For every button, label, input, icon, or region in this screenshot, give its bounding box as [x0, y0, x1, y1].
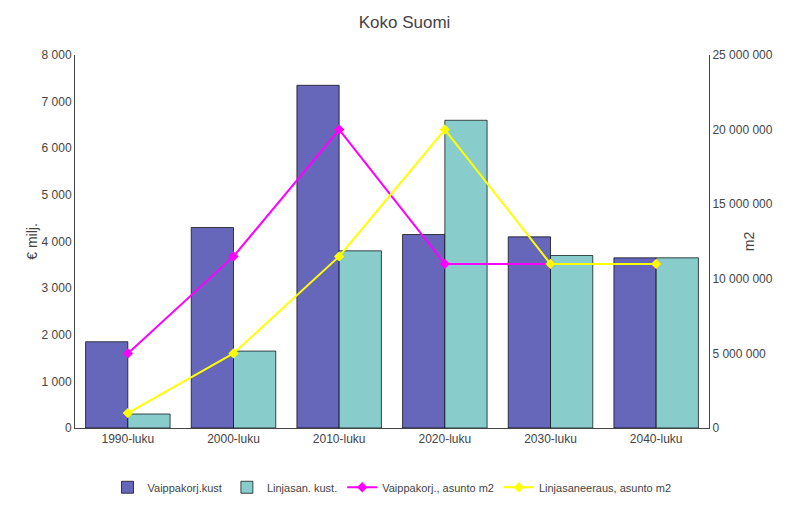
svg-text:8 000: 8 000	[42, 48, 72, 62]
svg-text:Linjasaneeraus, asunto m2: Linjasaneeraus, asunto m2	[539, 482, 671, 494]
svg-text:1 000: 1 000	[42, 375, 72, 389]
svg-text:2 000: 2 000	[42, 328, 72, 342]
svg-text:2040-luku: 2040-luku	[630, 432, 683, 446]
svg-text:25 000 000: 25 000 000	[712, 48, 772, 62]
svg-text:Koko Suomi: Koko Suomi	[359, 13, 451, 32]
svg-text:0: 0	[712, 421, 719, 435]
svg-text:5 000: 5 000	[42, 188, 72, 202]
svg-text:2000-luku: 2000-luku	[207, 432, 260, 446]
svg-text:6 000: 6 000	[42, 141, 72, 155]
svg-text:Linjasan. kust.: Linjasan. kust.	[267, 482, 337, 494]
svg-text:20 000 000: 20 000 000	[712, 123, 772, 137]
svg-text:1990-luku: 1990-luku	[101, 432, 154, 446]
svg-text:Vaippakorj., asunto m2: Vaippakorj., asunto m2	[382, 482, 494, 494]
svg-text:10 000 000: 10 000 000	[712, 272, 772, 286]
svg-text:€ milj.: € milj.	[24, 223, 40, 260]
svg-text:2010-luku: 2010-luku	[313, 432, 366, 446]
svg-text:2020-luku: 2020-luku	[418, 432, 471, 446]
svg-text:4 000: 4 000	[42, 235, 72, 249]
svg-text:2030-luku: 2030-luku	[524, 432, 577, 446]
svg-text:7 000: 7 000	[42, 95, 72, 109]
svg-text:3 000: 3 000	[42, 281, 72, 295]
svg-text:0: 0	[65, 421, 72, 435]
svg-text:15 000 000: 15 000 000	[712, 197, 772, 211]
svg-text:Vaippakorj.kust: Vaippakorj.kust	[148, 482, 222, 494]
svg-text:5 000 000: 5 000 000	[712, 347, 766, 361]
svg-text:m2: m2	[741, 232, 757, 252]
